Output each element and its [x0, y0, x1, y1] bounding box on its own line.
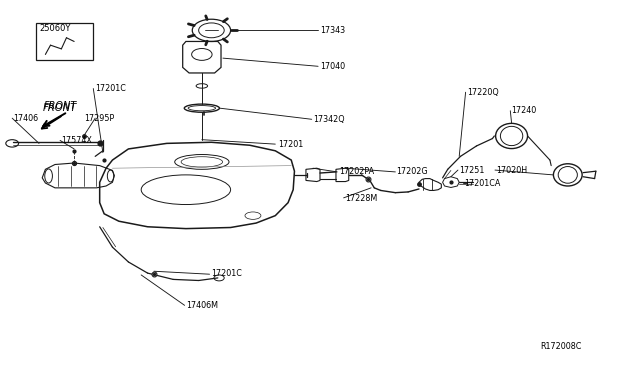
Text: 17406: 17406: [13, 114, 38, 123]
Text: 17295P: 17295P: [84, 114, 114, 123]
Text: 17201CA: 17201CA: [465, 179, 500, 187]
Text: 25060Y: 25060Y: [39, 24, 70, 33]
Text: 17342Q: 17342Q: [314, 115, 345, 124]
Text: 17201: 17201: [278, 140, 304, 149]
Text: R172008C: R172008C: [540, 341, 582, 350]
Text: 17406M: 17406M: [186, 301, 218, 310]
Text: 17201C: 17201C: [95, 84, 126, 93]
Text: FRONT: FRONT: [43, 103, 77, 113]
Text: 17202G: 17202G: [397, 167, 428, 176]
Text: FRONT: FRONT: [44, 101, 77, 111]
Text: 17040: 17040: [320, 62, 345, 71]
Text: 17343: 17343: [320, 26, 345, 35]
Text: 17240: 17240: [511, 106, 537, 115]
Text: 17228M: 17228M: [346, 194, 378, 203]
Text: 17201C: 17201C: [211, 269, 243, 278]
Text: 17574X: 17574X: [61, 136, 92, 145]
Text: 17202PA: 17202PA: [339, 167, 374, 176]
Text: 17020H: 17020H: [496, 166, 527, 174]
Text: 17251: 17251: [460, 166, 484, 174]
Text: 17220Q: 17220Q: [467, 88, 499, 97]
